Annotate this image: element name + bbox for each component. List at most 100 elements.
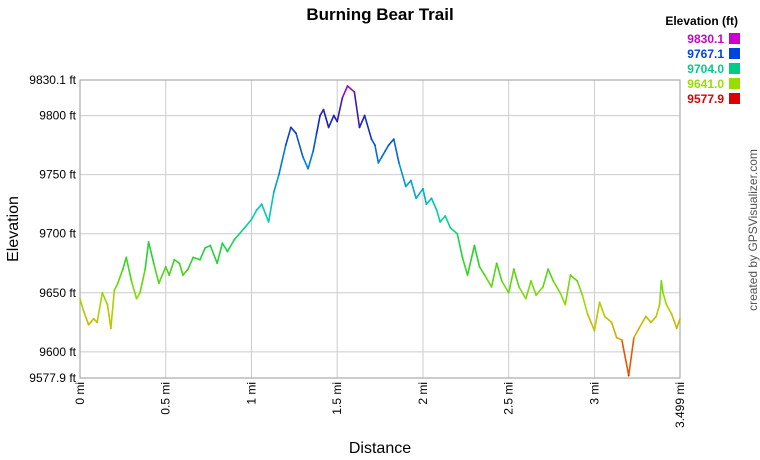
x-axis-label: Distance xyxy=(349,440,411,457)
data-point xyxy=(209,244,212,247)
y-tick-label: 9577.9 ft xyxy=(29,371,76,385)
data-point xyxy=(650,321,652,324)
line-segment xyxy=(615,336,623,341)
data-point xyxy=(658,303,661,306)
data-point xyxy=(164,265,167,268)
line-segment xyxy=(530,280,537,296)
data-point xyxy=(204,247,207,249)
line-segment xyxy=(260,203,270,223)
data-point xyxy=(507,291,510,294)
data-point xyxy=(547,268,550,271)
data-point xyxy=(290,126,292,129)
data-point xyxy=(478,265,481,268)
data-point xyxy=(542,285,544,288)
x-tick-label: 2.5 mi xyxy=(502,382,516,415)
line-segment xyxy=(478,266,486,276)
line-segment xyxy=(603,315,613,324)
line-segment xyxy=(116,268,124,285)
data-point xyxy=(152,262,155,265)
data-point xyxy=(483,274,486,276)
line-segment xyxy=(130,280,138,300)
data-point xyxy=(495,262,498,265)
line-segment xyxy=(405,179,412,188)
line-segment xyxy=(621,339,630,377)
data-point xyxy=(96,321,99,324)
line-segment xyxy=(598,301,606,318)
line-segment xyxy=(525,280,532,300)
data-point xyxy=(404,185,407,188)
line-segment xyxy=(336,97,344,123)
data-point xyxy=(461,256,464,259)
line-segment xyxy=(204,244,212,249)
data-point xyxy=(336,120,339,123)
data-point xyxy=(425,203,428,206)
data-point xyxy=(315,132,318,135)
line-segment xyxy=(113,282,119,292)
data-point xyxy=(295,132,297,135)
data-point xyxy=(456,232,459,235)
legend-swatch xyxy=(729,48,740,59)
line-segment xyxy=(319,108,325,117)
line-segment xyxy=(627,336,635,377)
legend-swatch xyxy=(729,63,740,74)
data-point xyxy=(82,309,85,312)
data-point xyxy=(380,156,383,158)
data-point xyxy=(439,221,442,223)
line-segment xyxy=(82,309,90,326)
line-segment xyxy=(435,209,441,223)
data-point xyxy=(422,187,424,190)
line-segment xyxy=(593,301,601,332)
line-segment xyxy=(513,268,520,288)
line-segment xyxy=(312,132,318,152)
line-segment xyxy=(327,114,335,129)
line-segment xyxy=(650,315,657,324)
line-segment xyxy=(267,191,275,223)
data-point xyxy=(564,303,567,306)
line-segment xyxy=(384,144,390,152)
data-point xyxy=(139,291,141,294)
line-segment xyxy=(199,247,206,261)
x-tick-label: 1 mi xyxy=(244,382,258,405)
line-segment xyxy=(535,286,544,296)
line-segment xyxy=(152,262,160,285)
line-segment xyxy=(255,203,263,211)
legend-entry-label: 9641.0 xyxy=(687,77,724,91)
data-point xyxy=(662,291,664,294)
data-point xyxy=(312,150,315,152)
line-segment xyxy=(178,262,184,276)
data-point xyxy=(679,317,681,320)
data-point xyxy=(512,268,515,271)
legend-entry-label: 9767.1 xyxy=(687,47,724,61)
line-segment xyxy=(315,114,321,135)
line-segment xyxy=(610,321,618,339)
data-point xyxy=(307,167,309,170)
data-point xyxy=(87,323,90,326)
legend-entry-label: 9704.0 xyxy=(687,62,724,76)
line-segment xyxy=(302,156,309,170)
data-point xyxy=(559,291,562,294)
data-point xyxy=(168,274,171,276)
data-point xyxy=(586,313,589,315)
x-tick-label: 1.5 mi xyxy=(330,382,344,415)
line-segment xyxy=(422,188,428,205)
line-segment xyxy=(518,286,527,300)
line-segment xyxy=(110,289,116,330)
line-segment xyxy=(173,258,181,265)
data-point xyxy=(500,280,503,282)
data-point xyxy=(410,179,412,182)
elevation-line xyxy=(79,85,681,377)
line-segment xyxy=(670,313,678,330)
line-segment xyxy=(164,266,170,276)
line-segment xyxy=(284,126,292,146)
line-segment xyxy=(393,138,400,164)
data-point xyxy=(363,114,366,117)
data-point xyxy=(655,315,658,318)
line-segment xyxy=(564,274,572,306)
line-segment xyxy=(353,91,361,129)
data-point xyxy=(178,262,181,265)
line-segment xyxy=(490,262,498,288)
grid xyxy=(79,79,681,379)
line-segment xyxy=(559,292,567,306)
data-point xyxy=(473,244,476,247)
line-segment xyxy=(216,242,224,265)
